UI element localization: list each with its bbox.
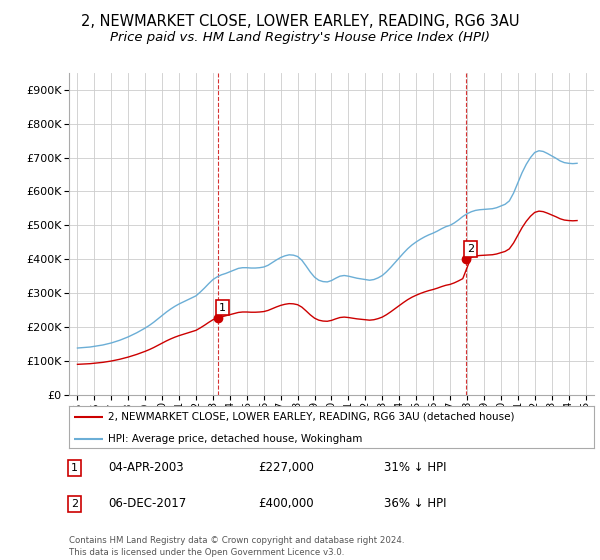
Text: £400,000: £400,000: [258, 497, 314, 510]
Text: 04-APR-2003: 04-APR-2003: [109, 461, 184, 474]
Text: 31% ↓ HPI: 31% ↓ HPI: [384, 461, 446, 474]
Text: Contains HM Land Registry data © Crown copyright and database right 2024.
This d: Contains HM Land Registry data © Crown c…: [69, 536, 404, 557]
Text: 2, NEWMARKET CLOSE, LOWER EARLEY, READING, RG6 3AU (detached house): 2, NEWMARKET CLOSE, LOWER EARLEY, READIN…: [109, 412, 515, 422]
Text: 1: 1: [71, 463, 78, 473]
Text: 2, NEWMARKET CLOSE, LOWER EARLEY, READING, RG6 3AU: 2, NEWMARKET CLOSE, LOWER EARLEY, READIN…: [81, 14, 519, 29]
Text: 2: 2: [467, 244, 474, 254]
Text: 2: 2: [71, 499, 78, 509]
Text: £227,000: £227,000: [258, 461, 314, 474]
Text: 06-DEC-2017: 06-DEC-2017: [109, 497, 187, 510]
Text: 36% ↓ HPI: 36% ↓ HPI: [384, 497, 446, 510]
Text: 1: 1: [219, 303, 226, 312]
Text: Price paid vs. HM Land Registry's House Price Index (HPI): Price paid vs. HM Land Registry's House …: [110, 31, 490, 44]
Text: HPI: Average price, detached house, Wokingham: HPI: Average price, detached house, Woki…: [109, 434, 363, 444]
